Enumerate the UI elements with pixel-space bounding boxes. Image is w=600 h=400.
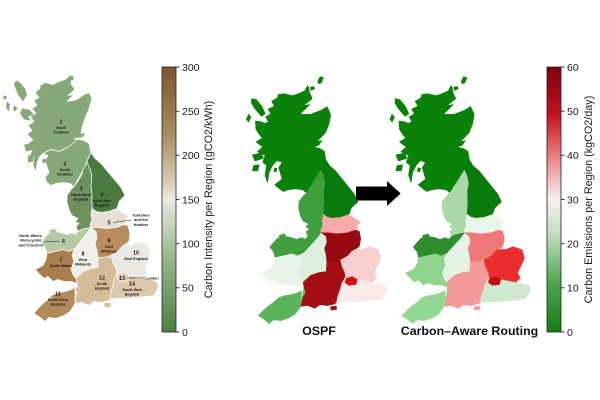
- svg-text:East England: East England: [124, 257, 148, 261]
- svg-text:9: 9: [108, 239, 111, 245]
- svg-text:England: England: [95, 287, 110, 291]
- svg-text:South East: South East: [122, 288, 142, 292]
- svg-text:England: England: [95, 204, 110, 208]
- svg-text:England: England: [74, 198, 89, 202]
- svg-text:OSPF: OSPF: [302, 324, 336, 338]
- svg-text:11: 11: [55, 292, 61, 298]
- svg-text:Carbon Emissions per Region (k: Carbon Emissions per Region (kgCO2/day): [583, 96, 595, 304]
- svg-text:0: 0: [567, 327, 573, 339]
- svg-text:12: 12: [99, 276, 105, 282]
- svg-text:England: England: [51, 303, 66, 307]
- svg-text:Scotland: Scotland: [53, 131, 69, 135]
- svg-text:and Cheshire: and Cheshire: [19, 242, 44, 247]
- svg-text:13: 13: [119, 276, 125, 282]
- svg-text:4: 4: [101, 193, 104, 199]
- svg-text:5: 5: [108, 221, 111, 227]
- svg-text:2: 2: [64, 162, 67, 168]
- svg-text:60: 60: [567, 62, 579, 74]
- svg-text:West: West: [79, 258, 89, 262]
- svg-text:North Wales,: North Wales,: [19, 233, 43, 238]
- svg-text:1: 1: [60, 120, 63, 126]
- svg-text:0: 0: [182, 327, 188, 339]
- svg-text:7: 7: [60, 258, 63, 264]
- svg-text:North: North: [56, 126, 67, 130]
- svg-text:Carbon Intensity per Region (g: Carbon Intensity per Region (gCO2/kWh): [203, 101, 215, 298]
- svg-text:Carbon–Aware Routing: Carbon–Aware Routing: [401, 324, 538, 338]
- svg-text:North East: North East: [93, 199, 112, 203]
- svg-text:30: 30: [567, 194, 579, 206]
- svg-text:50: 50: [567, 106, 579, 118]
- svg-text:14: 14: [129, 282, 135, 288]
- svg-text:Midlands: Midlands: [75, 263, 91, 267]
- svg-text:East: East: [105, 245, 114, 249]
- svg-text:100: 100: [182, 239, 200, 251]
- svg-text:150: 150: [182, 194, 200, 206]
- svg-text:Midlands: Midlands: [101, 250, 117, 254]
- svg-text:10: 10: [133, 251, 139, 257]
- svg-text:North West: North West: [71, 193, 91, 197]
- svg-text:8: 8: [82, 252, 85, 258]
- svg-text:South Wales: South Wales: [50, 264, 72, 268]
- svg-text:10: 10: [567, 283, 579, 295]
- svg-text:40: 40: [567, 150, 579, 162]
- svg-text:20: 20: [567, 239, 579, 251]
- svg-text:Scotland: Scotland: [57, 173, 73, 177]
- svg-text:Humber: Humber: [134, 222, 149, 227]
- svg-text:300: 300: [182, 62, 200, 74]
- svg-text:3: 3: [80, 187, 83, 193]
- svg-text:England: England: [125, 293, 140, 297]
- svg-text:Merseyside: Merseyside: [20, 238, 42, 243]
- svg-text:6: 6: [62, 239, 65, 245]
- svg-text:South: South: [97, 282, 108, 286]
- svg-text:and the: and the: [134, 217, 149, 222]
- svg-text:Yorkshire: Yorkshire: [132, 213, 150, 218]
- svg-text:London: London: [145, 277, 158, 281]
- svg-text:50: 50: [182, 283, 194, 295]
- svg-text:South West: South West: [48, 298, 69, 302]
- svg-text:200: 200: [182, 150, 200, 162]
- svg-text:250: 250: [182, 106, 200, 118]
- svg-text:South: South: [60, 168, 71, 172]
